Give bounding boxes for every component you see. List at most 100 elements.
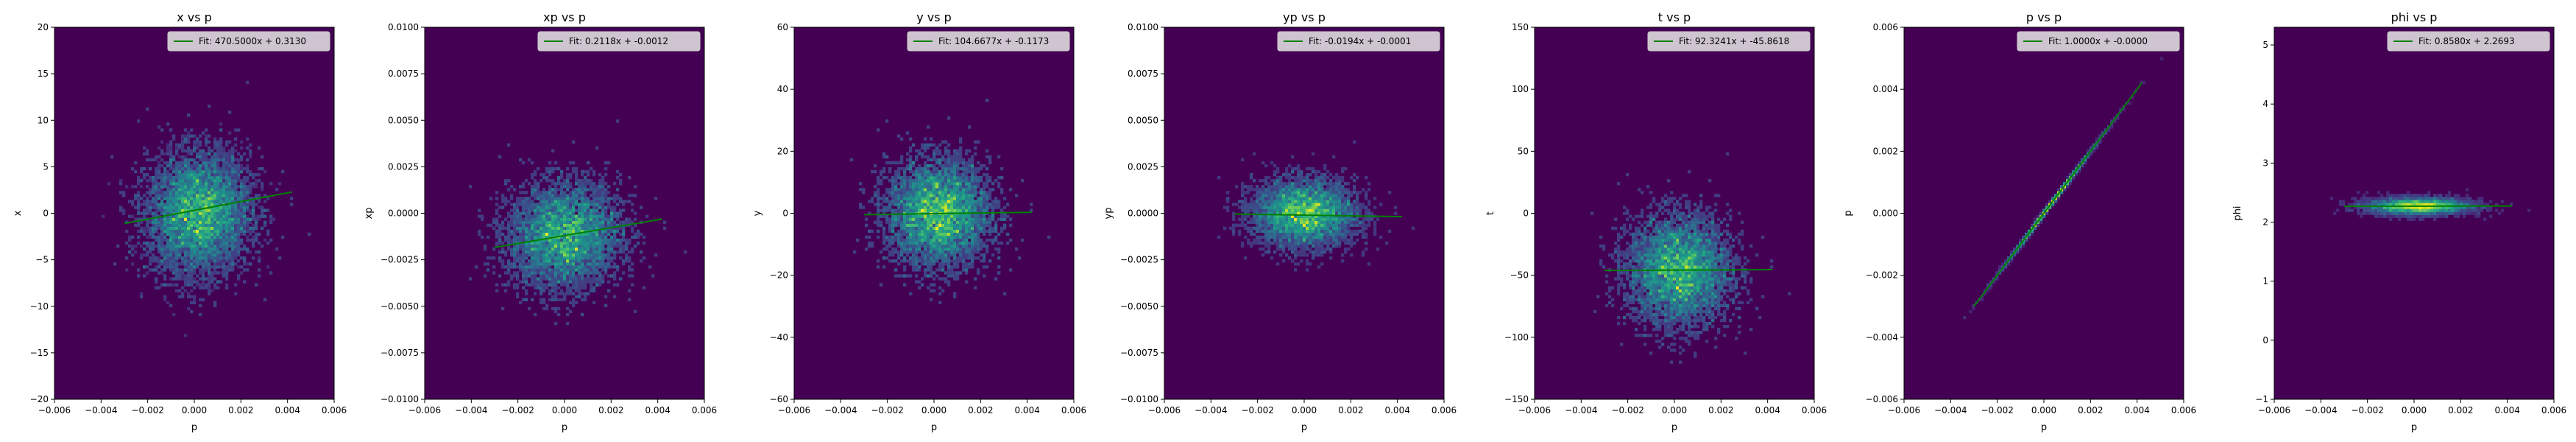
histogram-bin [915, 182, 919, 186]
histogram-bin [988, 259, 992, 263]
histogram-bin [947, 208, 951, 212]
histogram-bin [149, 259, 152, 263]
histogram-bin [269, 182, 273, 186]
histogram-bin [531, 176, 534, 180]
histogram-bin [525, 214, 528, 218]
histogram-bin [1303, 241, 1306, 245]
histogram-bin [534, 179, 537, 183]
histogram-bin [912, 208, 916, 212]
histogram-bin [539, 200, 543, 203]
histogram-bin [1030, 208, 1033, 212]
histogram-bin [513, 265, 517, 269]
histogram-bin [607, 220, 611, 224]
histogram-bin [968, 158, 972, 162]
histogram-bin [1256, 235, 1259, 239]
histogram-bin [915, 247, 919, 251]
histogram-bin [510, 262, 514, 266]
histogram-bin [909, 244, 913, 248]
histogram-bin [237, 223, 241, 227]
histogram-bin [912, 217, 916, 221]
histogram-bin [513, 235, 517, 239]
histogram-bin [551, 149, 555, 152]
histogram-bin [175, 277, 179, 281]
histogram-bin [507, 247, 511, 251]
histogram-bin [1300, 244, 1303, 248]
histogram-bin [231, 235, 235, 239]
histogram-bin [613, 256, 617, 260]
histogram-bin [137, 176, 141, 180]
histogram-bin [137, 220, 141, 224]
histogram-bin [199, 185, 202, 189]
histogram-bin [519, 262, 523, 266]
histogram-bin [551, 259, 555, 263]
histogram-bin [158, 161, 161, 165]
histogram-bin [1341, 238, 1345, 242]
histogram-bin [601, 223, 605, 227]
histogram-bin [178, 277, 182, 281]
histogram-bin [947, 271, 951, 275]
histogram-bin [868, 241, 871, 245]
histogram-bin [205, 128, 208, 132]
histogram-bin [551, 244, 555, 248]
histogram-bin [643, 235, 646, 239]
histogram-bin [137, 203, 141, 206]
histogram-bin [545, 194, 549, 197]
histogram-bin [193, 185, 197, 189]
histogram-bin [181, 185, 185, 189]
histogram-bin [578, 191, 581, 194]
histogram-bin [219, 179, 223, 183]
histogram-bin [965, 232, 969, 236]
histogram-bin [498, 274, 502, 278]
histogram-bin [208, 289, 211, 292]
histogram-bin [581, 256, 584, 260]
histogram-bin [584, 295, 587, 298]
histogram-bin [572, 169, 576, 174]
histogram-bin [915, 176, 919, 180]
histogram-bin [190, 301, 194, 305]
histogram-bin [542, 176, 546, 180]
histogram-bin [906, 203, 910, 206]
histogram-bin [557, 298, 561, 301]
histogram-bin [595, 235, 599, 239]
histogram-bin [634, 194, 637, 197]
histogram-bin [1306, 238, 1309, 242]
histogram-bin [522, 217, 526, 221]
histogram-bin [184, 238, 188, 242]
histogram-bin [213, 271, 217, 275]
histogram-bin [584, 265, 587, 269]
histogram-bin [953, 203, 957, 206]
histogram-bin [935, 244, 939, 248]
histogram-bin [501, 220, 505, 224]
histogram-bin [584, 203, 587, 206]
histogram-bin [566, 277, 570, 281]
histogram-bin [234, 166, 238, 171]
histogram-bin [1312, 253, 1315, 257]
histogram-bin [974, 247, 977, 251]
histogram-bin [962, 179, 966, 183]
histogram-bin [581, 253, 584, 257]
histogram-bin [894, 208, 898, 212]
histogram-bin [938, 194, 942, 197]
histogram-bin [208, 229, 211, 234]
histogram-bin [172, 155, 176, 159]
histogram-bin [155, 158, 158, 162]
histogram-bin [953, 166, 957, 171]
histogram-bin [921, 197, 924, 200]
histogram-bin [1306, 268, 1309, 272]
histogram-bin [557, 306, 561, 311]
histogram-bin [166, 208, 170, 212]
histogram-bin [560, 265, 564, 269]
histogram-bin [891, 214, 895, 218]
histogram-bin [921, 166, 924, 171]
histogram-bin [988, 176, 992, 180]
histogram-bin [534, 223, 537, 227]
histogram-bin [202, 203, 205, 206]
histogram-bin [962, 208, 966, 212]
histogram-bin [953, 226, 957, 231]
histogram-bin [504, 226, 508, 231]
histogram-bin [228, 226, 232, 231]
histogram-bin [933, 289, 936, 292]
histogram-bin [219, 280, 223, 284]
histogram-bin [146, 203, 149, 206]
histogram-bin [584, 244, 587, 248]
